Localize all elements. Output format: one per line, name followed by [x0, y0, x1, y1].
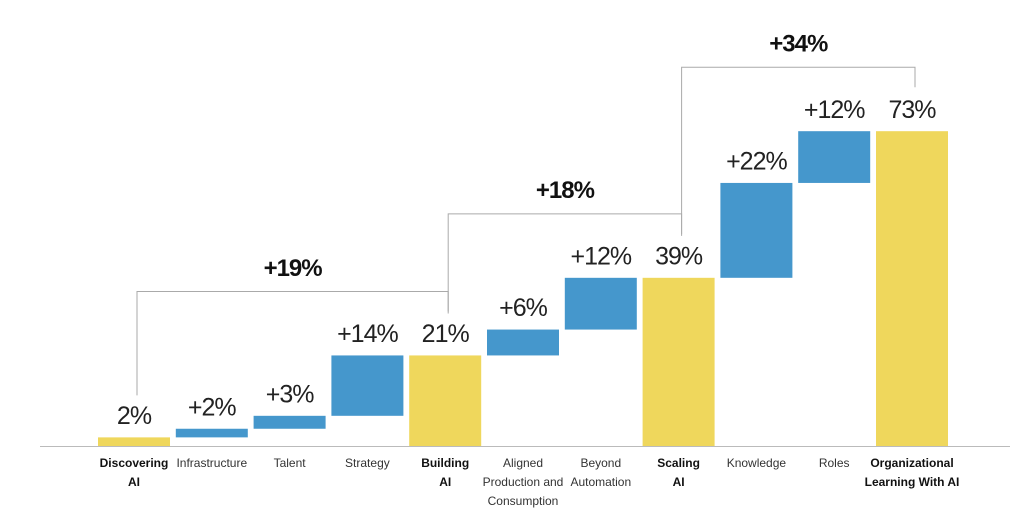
value-label: +12%	[804, 96, 865, 124]
category-label: Scaling	[657, 456, 700, 470]
bar	[487, 329, 559, 356]
category-label: Learning With AI	[865, 475, 960, 489]
value-label: 21%	[422, 320, 470, 348]
value-label: 73%	[888, 96, 936, 124]
bar	[720, 182, 793, 278]
value-label: +22%	[726, 148, 787, 176]
value-label: +12%	[570, 242, 631, 270]
category-label: Aligned	[503, 456, 543, 470]
category-label: Automation	[570, 475, 631, 489]
bar	[253, 415, 326, 429]
category-label: Building	[421, 456, 469, 470]
bar	[564, 277, 637, 330]
value-label: 39%	[655, 242, 703, 270]
category-label: Knowledge	[727, 456, 787, 470]
value-label: +6%	[499, 294, 548, 322]
bar	[642, 277, 715, 446]
category-label: Production and	[483, 475, 564, 489]
bar	[175, 428, 248, 438]
category-label: Roles	[819, 456, 850, 470]
bar	[798, 131, 871, 183]
bracket-label: +34%	[769, 31, 828, 58]
value-label: +3%	[266, 380, 315, 408]
category-label: Talent	[274, 456, 307, 470]
category-label: AI	[673, 475, 685, 489]
bracket	[681, 66, 916, 236]
category-label: Beyond	[580, 456, 621, 470]
category-label: Strategy	[345, 456, 390, 470]
category-label: AI	[128, 475, 140, 489]
bracket-label: +19%	[264, 255, 323, 282]
value-label: +2%	[188, 393, 237, 421]
category-label: Consumption	[488, 494, 559, 508]
value-label: +14%	[337, 320, 398, 348]
value-label: 2%	[117, 402, 152, 430]
category-label: AI	[439, 475, 451, 489]
bar	[876, 131, 948, 446]
bar	[331, 355, 404, 416]
bar	[409, 355, 482, 446]
category-label: Infrastructure	[176, 456, 247, 470]
category-label: Organizational	[870, 456, 953, 470]
category-label: Discovering	[100, 456, 169, 470]
bar	[98, 437, 170, 446]
bracket-label: +18%	[536, 177, 595, 204]
